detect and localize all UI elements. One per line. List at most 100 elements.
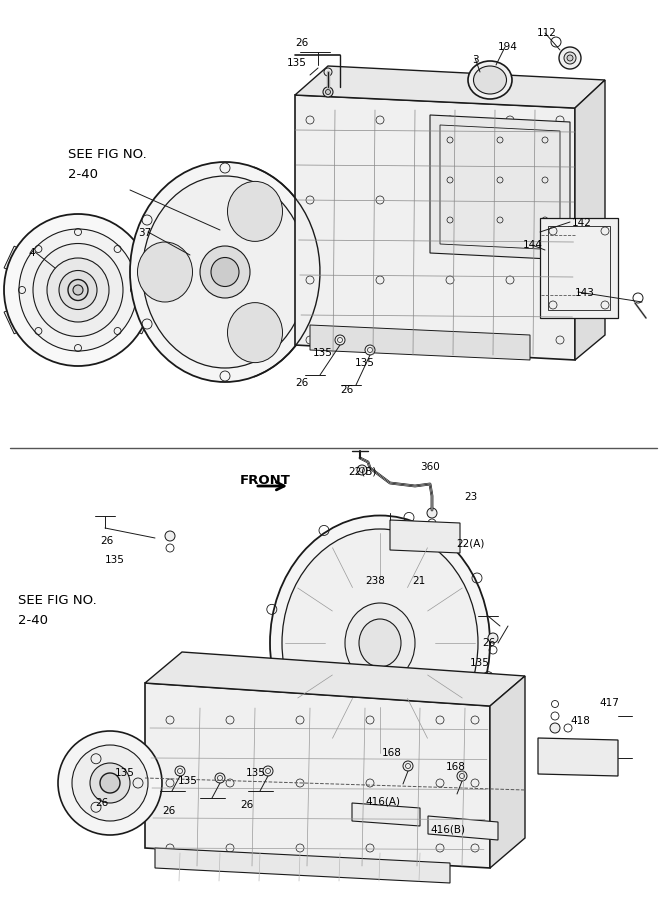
Ellipse shape bbox=[359, 619, 401, 667]
Circle shape bbox=[215, 773, 225, 783]
Text: 135: 135 bbox=[355, 358, 375, 368]
Polygon shape bbox=[145, 683, 490, 868]
Text: 26: 26 bbox=[295, 38, 308, 48]
Text: 143: 143 bbox=[575, 288, 595, 298]
Text: 21: 21 bbox=[412, 576, 426, 586]
Circle shape bbox=[567, 55, 573, 61]
Ellipse shape bbox=[227, 302, 283, 363]
Ellipse shape bbox=[345, 603, 415, 683]
Circle shape bbox=[427, 508, 437, 518]
Ellipse shape bbox=[19, 229, 137, 351]
Text: SEE FIG NO.: SEE FIG NO. bbox=[18, 594, 97, 607]
Text: 26: 26 bbox=[240, 800, 253, 810]
Text: 418: 418 bbox=[570, 716, 590, 726]
Ellipse shape bbox=[282, 529, 478, 757]
Circle shape bbox=[550, 723, 560, 733]
Text: 2-40: 2-40 bbox=[18, 614, 48, 627]
Text: 26: 26 bbox=[482, 638, 496, 648]
Ellipse shape bbox=[137, 242, 193, 302]
Polygon shape bbox=[295, 95, 575, 360]
Polygon shape bbox=[538, 738, 618, 776]
Text: 26: 26 bbox=[340, 385, 354, 395]
Polygon shape bbox=[131, 307, 152, 334]
Polygon shape bbox=[4, 307, 25, 334]
Circle shape bbox=[90, 763, 130, 803]
Circle shape bbox=[165, 531, 175, 541]
Text: 26: 26 bbox=[95, 798, 108, 808]
Circle shape bbox=[72, 745, 148, 821]
Ellipse shape bbox=[143, 176, 307, 368]
Text: 135: 135 bbox=[115, 768, 135, 778]
Ellipse shape bbox=[211, 257, 239, 286]
Text: 135: 135 bbox=[246, 768, 266, 778]
Polygon shape bbox=[131, 247, 152, 273]
Text: 135: 135 bbox=[287, 58, 307, 68]
Text: 168: 168 bbox=[382, 748, 402, 758]
Text: 417: 417 bbox=[599, 698, 619, 708]
Ellipse shape bbox=[73, 285, 83, 295]
Text: 23: 23 bbox=[464, 492, 478, 502]
Text: 22(A): 22(A) bbox=[456, 538, 484, 548]
Text: 22(B): 22(B) bbox=[348, 466, 376, 476]
Circle shape bbox=[488, 633, 498, 643]
Polygon shape bbox=[145, 652, 525, 706]
Text: 135: 135 bbox=[105, 555, 125, 565]
Polygon shape bbox=[295, 66, 605, 108]
Circle shape bbox=[325, 89, 331, 94]
Ellipse shape bbox=[59, 271, 97, 310]
Polygon shape bbox=[310, 325, 530, 360]
Text: 416(B): 416(B) bbox=[430, 824, 465, 834]
Circle shape bbox=[335, 335, 345, 345]
Ellipse shape bbox=[474, 66, 506, 94]
Polygon shape bbox=[352, 803, 420, 826]
Text: 238: 238 bbox=[365, 576, 385, 586]
Text: 26: 26 bbox=[100, 536, 113, 546]
Ellipse shape bbox=[200, 246, 250, 298]
Circle shape bbox=[263, 766, 273, 776]
Text: 135: 135 bbox=[470, 658, 490, 668]
Text: 360: 360 bbox=[420, 462, 440, 472]
Ellipse shape bbox=[47, 258, 109, 322]
Text: 3: 3 bbox=[472, 55, 479, 65]
Polygon shape bbox=[540, 218, 618, 318]
Text: 135: 135 bbox=[178, 776, 198, 786]
Text: 135: 135 bbox=[313, 348, 333, 358]
Polygon shape bbox=[4, 247, 25, 273]
Circle shape bbox=[564, 52, 576, 64]
Circle shape bbox=[175, 766, 185, 776]
Text: 2-40: 2-40 bbox=[68, 168, 98, 181]
Ellipse shape bbox=[4, 214, 152, 366]
Circle shape bbox=[357, 465, 367, 475]
Ellipse shape bbox=[270, 516, 490, 770]
Ellipse shape bbox=[468, 61, 512, 99]
Ellipse shape bbox=[68, 280, 88, 301]
Circle shape bbox=[457, 771, 467, 781]
Text: FRONT: FRONT bbox=[240, 474, 291, 487]
Polygon shape bbox=[428, 816, 498, 840]
Text: 142: 142 bbox=[572, 218, 592, 228]
Text: 112: 112 bbox=[537, 28, 557, 38]
Circle shape bbox=[403, 761, 413, 771]
Polygon shape bbox=[390, 520, 460, 553]
Polygon shape bbox=[155, 848, 450, 883]
Circle shape bbox=[365, 345, 375, 355]
Text: 26: 26 bbox=[162, 806, 175, 816]
Text: 194: 194 bbox=[498, 42, 518, 52]
Text: 4: 4 bbox=[28, 248, 35, 258]
Circle shape bbox=[58, 731, 162, 835]
Text: 144: 144 bbox=[523, 240, 543, 250]
Ellipse shape bbox=[130, 162, 320, 382]
Text: 37: 37 bbox=[138, 228, 151, 238]
Polygon shape bbox=[575, 80, 605, 360]
Ellipse shape bbox=[33, 244, 123, 337]
Polygon shape bbox=[430, 115, 570, 260]
Polygon shape bbox=[490, 676, 525, 868]
Circle shape bbox=[559, 47, 581, 69]
Text: 168: 168 bbox=[446, 762, 466, 772]
Text: SEE FIG NO.: SEE FIG NO. bbox=[68, 148, 147, 161]
Ellipse shape bbox=[227, 182, 283, 241]
Text: 416(A): 416(A) bbox=[365, 796, 400, 806]
Circle shape bbox=[323, 87, 333, 97]
Circle shape bbox=[100, 773, 120, 793]
Text: 26: 26 bbox=[295, 378, 308, 388]
